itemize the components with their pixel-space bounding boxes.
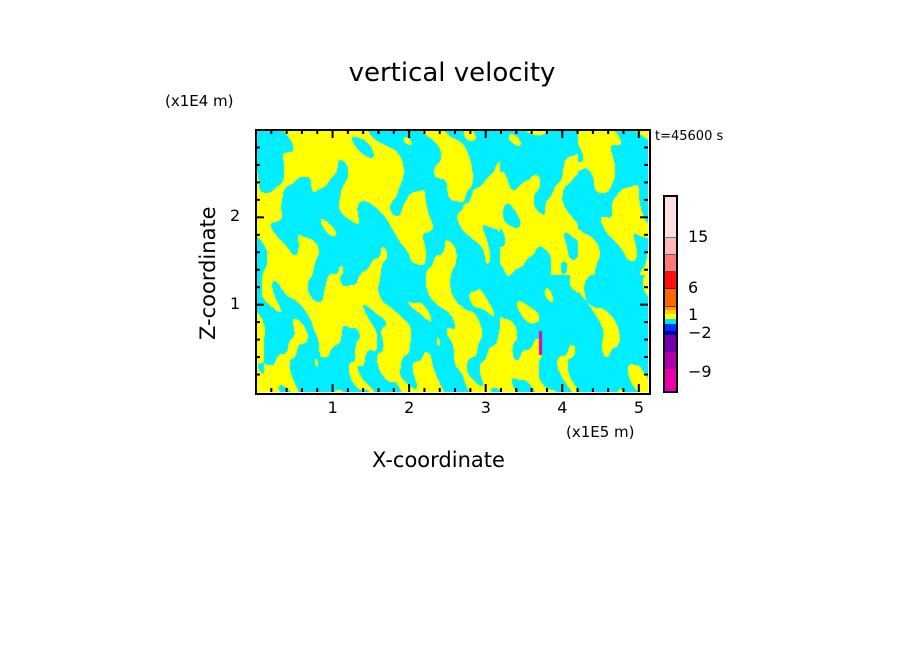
colorbar-swatch [664,335,677,352]
colorbar-label: 15 [688,227,709,246]
colorbar-frame [663,195,678,393]
colorbar-swatch [664,196,677,238]
x-unit-label: (x1E5 m) [566,423,635,441]
time-label: t=45600 s [655,129,724,144]
x-tick-label: 4 [557,398,568,417]
colorbar-swatch [664,314,677,319]
x-tick-label: 1 [327,398,338,417]
x-tick-label: 5 [633,398,644,417]
colorbar-swatch [664,331,677,335]
colorbar-label: −2 [688,323,712,342]
velocity-field [256,130,648,392]
colorbar-label: 6 [688,278,699,297]
colorbar-swatch [664,272,677,289]
colorbar-swatch [664,289,677,307]
plot-frame [255,129,651,395]
colorbar-label: 1 [688,305,699,324]
x-axis-label: X-coordinate [372,448,505,472]
z-unit-label: (x1E4 m) [165,92,234,110]
chart-title: vertical velocity [348,58,556,88]
colorbar-swatch [664,319,677,324]
x-tick-label: 3 [480,398,491,417]
y-tick-label: 1 [230,293,241,313]
colorbar-swatch [664,307,677,310]
colorbar-swatch [664,255,677,272]
colorbar-swatch [664,369,677,392]
colorbar-swatch [664,310,677,314]
colorbar-swatch [664,352,677,369]
colorbar-swatch [664,324,677,331]
colorbar-swatch [664,238,677,255]
x-tick-label: 2 [404,398,415,417]
y-tick-label: 2 [230,206,241,226]
colorbar-label: −9 [688,362,712,381]
